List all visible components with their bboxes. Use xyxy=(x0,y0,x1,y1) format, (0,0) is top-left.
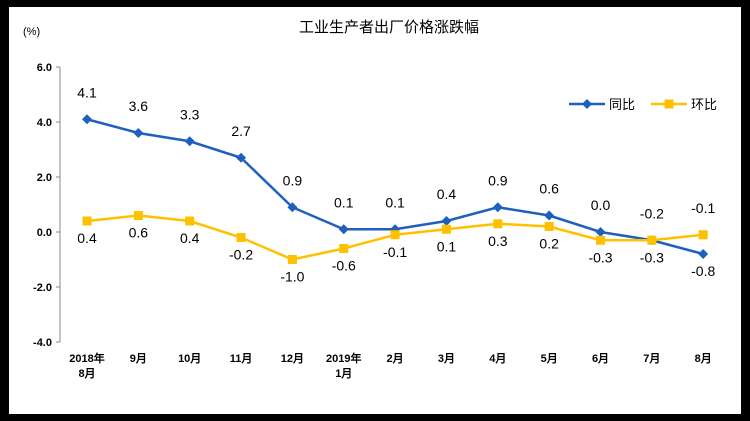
x-tick-label: 3月 xyxy=(438,352,455,365)
data-point-mom xyxy=(339,244,349,253)
x-tick-label: 2019年 xyxy=(326,351,361,365)
data-label: 2.7 xyxy=(231,123,251,139)
data-label: 0.1 xyxy=(437,238,457,254)
line-chart: 工业生产者出厂价格涨跌幅 (%) 6.0 4.0 2.0 0.0 -2.0 -4.0 20… xyxy=(23,19,717,380)
data-label: -1.0 xyxy=(280,269,304,285)
y-tick-label: 2.0 xyxy=(37,172,52,184)
data-label: -0.8 xyxy=(691,263,715,279)
y-unit-label: (%) xyxy=(23,26,40,38)
data-label: 4.1 xyxy=(77,84,97,100)
data-label: 0.9 xyxy=(283,172,303,188)
x-tick-label: 4月 xyxy=(489,352,506,365)
legend-marker xyxy=(582,99,592,109)
data-point-mom xyxy=(185,216,195,226)
x-tick-label: 11月 xyxy=(230,352,253,365)
data-label: 0.1 xyxy=(385,194,405,210)
x-tick-label: 2018年 xyxy=(69,351,104,365)
data-point-yoy xyxy=(287,202,298,213)
data-point-yoy xyxy=(338,224,349,235)
y-tick-label: 0.0 xyxy=(37,227,52,239)
y-axis-ticks: 6.0 4.0 2.0 0.0 -2.0 -4.0 xyxy=(33,62,60,349)
data-point-mom xyxy=(647,235,657,245)
data-point-yoy xyxy=(544,210,555,221)
x-tick-label: 8月 xyxy=(695,352,712,365)
x-tick-label: 1月 xyxy=(335,367,352,380)
x-tick-label: 10月 xyxy=(178,352,201,365)
x-tick-label: 5月 xyxy=(541,352,558,365)
data-point-mom xyxy=(133,211,143,220)
data-label: 0.4 xyxy=(77,230,97,246)
data-point-yoy xyxy=(133,128,144,138)
x-tick-label: 2月 xyxy=(387,352,404,365)
data-point-yoy xyxy=(441,216,452,226)
data-point-mom xyxy=(82,216,92,226)
data-point-yoy xyxy=(698,249,709,259)
data-point-yoy xyxy=(184,136,195,147)
x-tick-label: 12月 xyxy=(281,352,304,365)
chart-title: 工业生产者出厂价格涨跌幅 xyxy=(299,19,479,36)
legend-label: 同比 xyxy=(609,97,635,112)
y-tick-label: -2.0 xyxy=(33,282,52,294)
data-point-mom xyxy=(236,233,246,242)
data-point-mom xyxy=(596,235,605,245)
data-point-yoy xyxy=(82,114,92,125)
data-point-mom xyxy=(698,230,708,240)
data-label: -0.1 xyxy=(691,200,715,216)
data-label: -0.3 xyxy=(640,249,664,265)
legend-marker xyxy=(664,99,674,109)
data-point-yoy xyxy=(595,227,606,237)
x-tick-label: 9月 xyxy=(130,352,147,365)
chart-frame: 工业生产者出厂价格涨跌幅 (%) 6.0 4.0 2.0 0.0 -2.0 -4.0 20… xyxy=(9,7,741,414)
data-label: 0.4 xyxy=(180,230,200,246)
data-point-mom xyxy=(287,255,297,264)
data-label: 3.3 xyxy=(180,106,200,122)
legend-label: 环比 xyxy=(691,97,717,112)
y-tick-label: 4.0 xyxy=(37,117,52,129)
legend: 同比 环比 xyxy=(569,97,717,112)
data-label: -0.2 xyxy=(640,205,664,221)
x-tick-label: 8月 xyxy=(78,367,95,380)
data-label: 0.2 xyxy=(539,236,559,252)
data-label: 0.3 xyxy=(488,233,508,249)
data-label: 0.6 xyxy=(539,181,559,197)
data-label: 0.4 xyxy=(437,186,457,202)
y-tick-label: 6.0 xyxy=(37,62,52,74)
data-label: -0.6 xyxy=(332,258,356,274)
data-label: -0.1 xyxy=(383,244,407,260)
x-tick-label: 7月 xyxy=(643,352,660,365)
x-axis-ticks: 2018年 8月 9月 10月 11月 12月 2019年 1月 2月 3月 4月 5月 6月 7月 8月 xyxy=(69,351,712,380)
x-tick-label: 6月 xyxy=(592,352,609,365)
data-point-mom xyxy=(493,219,503,229)
data-label: -0.2 xyxy=(229,247,253,263)
data-label: 0.6 xyxy=(129,225,149,241)
data-label: 0.0 xyxy=(591,197,611,213)
data-label: 3.6 xyxy=(129,98,149,114)
series-layer: 4.1 3.6 3.3 2.7 0.9 0.1 0.1 0.4 0.9 0.6 0.0 -0.2 -0.… xyxy=(77,84,715,284)
y-tick-label: -4.0 xyxy=(33,337,52,349)
data-label: 0.1 xyxy=(334,194,354,210)
data-point-mom xyxy=(441,224,451,234)
data-point-mom xyxy=(390,230,400,240)
data-point-mom xyxy=(544,222,554,231)
data-label: 0.9 xyxy=(488,172,508,188)
data-point-yoy xyxy=(492,202,503,213)
data-label: -0.3 xyxy=(588,249,612,265)
data-point-yoy xyxy=(236,152,247,163)
